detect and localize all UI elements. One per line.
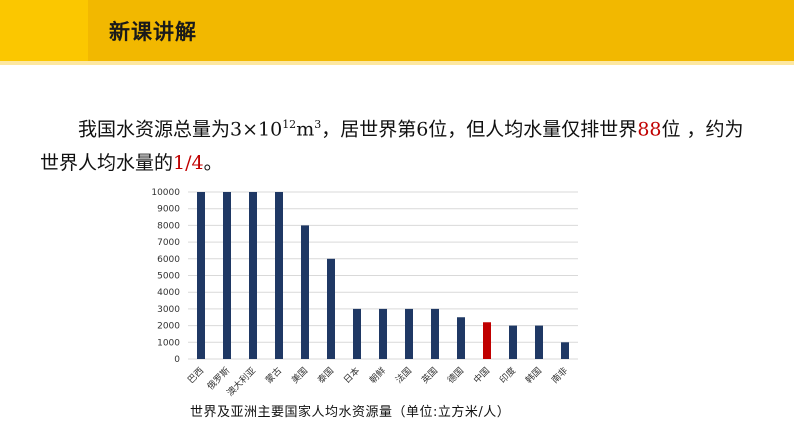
bar [483,322,491,359]
x-tick-label: 南非 [549,365,570,386]
y-tick-label: 4000 [157,288,180,298]
header-underline [0,61,794,65]
x-tick-label: 澳大利亚 [224,365,258,399]
x-tick-label: 德国 [445,365,466,386]
paragraph-line-1: 我国水资源总量为3×1012m3，居世界第6位，但人均水量仅排世界88位 ，约为 [40,108,760,146]
x-tick-label: 印度 [497,365,518,386]
text-segment: 位 ，约为 [661,118,744,141]
paragraph-line-2: 世界人均水量的1/4。 [40,146,760,180]
bar [379,308,387,359]
y-tick-label: 10000 [151,188,180,198]
x-tick-label: 美国 [289,365,310,386]
bar [561,342,569,359]
bar [249,192,257,359]
bar [353,308,361,359]
x-tick-label: 法国 [393,365,414,386]
bar [457,317,465,359]
text-segment: 。 [203,152,223,175]
bar-chart: 0 1000 2000 3000 4000 5000 6000 7000 8000 9000 100… [130,180,590,404]
bar [301,225,309,359]
y-tick-label: 9000 [157,205,180,215]
x-tick-label: 韩国 [523,365,544,386]
y-tick-label: 3000 [157,305,180,315]
bar [509,325,517,359]
y-tick-label: 1000 [157,338,180,348]
x-tick-label: 蒙古 [263,365,284,386]
bar-chart-svg: 0 1000 2000 3000 4000 5000 6000 7000 8000 9000 100… [151,188,578,399]
rank-value: 88 [637,118,662,141]
x-tick-label: 英国 [419,365,440,386]
text-segment: 我国水资源总量为3×10 [78,118,283,141]
x-tick-label: 中国 [471,365,492,386]
exponent: 12 [282,118,297,131]
chart-title: 世界及亚洲主要国家人均水资源量（单位:立方米/人） [190,405,511,420]
y-tick-label: 7000 [157,238,180,248]
x-tick-label: 泰国 [315,365,336,386]
text-segment: 世界人均水量的 [40,152,174,175]
page-title: 新课讲解 [109,20,197,44]
x-tick-label: 日本 [341,365,362,386]
bar [197,192,205,359]
fraction-value: 1/4 [173,152,204,175]
exponent: 3 [314,118,322,131]
bar [275,192,283,359]
bar [327,258,335,359]
text-segment: ，居世界第6位，但人均水量仅排世界 [321,118,638,141]
y-tick-label: 8000 [157,221,180,231]
bar [535,325,543,359]
bar [223,192,231,359]
bar [405,308,413,359]
intro-paragraph: 我国水资源总量为3×1012m3，居世界第6位，但人均水量仅排世界88位 ，约为… [40,108,760,180]
header-strip [88,0,794,61]
y-tick-label: 5000 [157,272,180,282]
y-tick-label: 2000 [157,322,180,332]
x-tick-label: 巴西 [186,365,207,386]
x-tick-label: 朝鲜 [367,365,388,386]
y-tick-label: 6000 [157,255,180,265]
bar [431,308,439,359]
header-accent-block [0,0,88,61]
text-segment: m [296,118,315,141]
y-tick-label: 0 [174,355,180,365]
